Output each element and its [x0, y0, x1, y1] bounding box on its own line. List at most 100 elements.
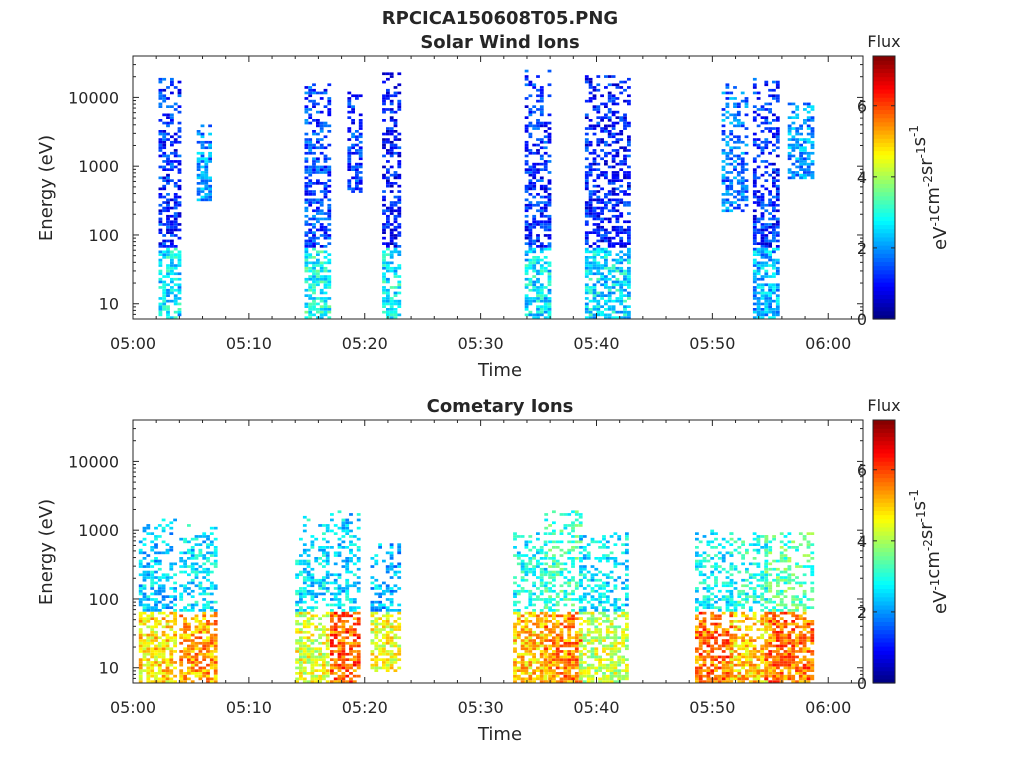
- colorbar-step: [873, 282, 895, 287]
- heatmap-cell: [574, 557, 579, 560]
- heatmap-cell: [302, 578, 307, 582]
- heatmap-cell: [142, 529, 147, 533]
- heatmap-cell: [310, 617, 315, 620]
- heatmap-cell: [341, 644, 346, 648]
- heatmap-cell: [166, 160, 170, 163]
- heatmap-cell: [548, 570, 552, 574]
- heatmap-cell: [304, 171, 309, 174]
- heatmap-cell: [316, 182, 320, 185]
- heatmap-cell: [547, 308, 552, 311]
- heatmap-cell: [187, 565, 191, 568]
- heatmap-cell: [532, 647, 536, 651]
- heatmap-cell: [316, 179, 320, 182]
- heatmap-cell: [190, 650, 195, 653]
- heatmap-cell: [378, 600, 382, 604]
- heatmap-cell: [323, 135, 328, 139]
- heatmap-cell: [539, 655, 544, 659]
- heatmap-cell: [590, 639, 595, 642]
- heatmap-cell: [183, 680, 187, 683]
- heatmap-cell: [548, 548, 552, 552]
- heatmap-cell: [775, 302, 780, 306]
- heatmap-cell: [810, 127, 815, 130]
- heatmap-cell: [806, 157, 811, 161]
- x-axis-label: Time: [477, 360, 522, 381]
- heatmap-cell: [173, 277, 178, 281]
- heatmap-cell: [548, 576, 552, 579]
- heatmap-cell: [312, 239, 316, 243]
- heatmap-cell: [196, 182, 201, 185]
- heatmap-cell: [552, 584, 556, 588]
- heatmap-cell: [146, 641, 151, 645]
- heatmap-cell: [772, 217, 776, 221]
- heatmap-cell: [386, 179, 390, 182]
- heatmap-cell: [791, 138, 796, 141]
- heatmap-cell: [319, 212, 324, 215]
- heatmap-cell: [316, 283, 320, 287]
- heatmap-cell: [194, 647, 199, 651]
- heatmap-cell: [582, 554, 587, 557]
- heatmap-cell: [520, 589, 525, 593]
- heatmap-cell: [202, 666, 207, 670]
- heatmap-cell: [333, 562, 338, 566]
- heatmap-cell: [623, 121, 627, 125]
- heatmap-cell: [162, 113, 167, 117]
- heatmap-cell: [552, 598, 556, 601]
- heatmap-cell: [752, 176, 757, 180]
- heatmap-cell: [378, 644, 382, 648]
- heatmap-cell: [760, 277, 765, 281]
- heatmap-cell: [397, 543, 402, 546]
- heatmap-cell: [768, 302, 772, 306]
- heatmap-cell: [374, 663, 379, 667]
- heatmap-cell: [571, 578, 575, 582]
- heatmap-cell: [386, 184, 390, 188]
- heatmap-cell: [312, 261, 316, 265]
- heatmap-cell: [327, 102, 332, 106]
- heatmap-cell: [200, 140, 205, 144]
- heatmap-cell: [547, 182, 552, 185]
- heatmap-cell: [318, 636, 322, 640]
- heatmap-cell: [161, 652, 166, 656]
- heatmap-cell: [623, 308, 627, 311]
- heatmap-cell: [590, 587, 595, 590]
- heatmap-cell: [602, 592, 606, 596]
- heatmap-cell: [385, 639, 390, 642]
- heatmap-cell: [165, 666, 170, 670]
- heatmap-cell: [397, 266, 402, 270]
- heatmap-cell: [590, 636, 595, 640]
- heatmap-cell: [341, 540, 346, 544]
- heatmap-cell: [596, 105, 601, 108]
- heatmap-cell: [173, 297, 178, 300]
- heatmap-cell: [604, 162, 608, 166]
- heatmap-cell: [382, 641, 386, 645]
- heatmap-cell: [327, 269, 332, 273]
- heatmap-cell: [382, 102, 386, 106]
- heatmap-cell: [611, 154, 616, 158]
- heatmap-cell: [358, 149, 363, 152]
- heatmap-cell: [198, 661, 203, 664]
- heatmap-cell: [187, 540, 191, 544]
- heatmap-cell: [744, 179, 749, 182]
- heatmap-cell: [752, 272, 757, 276]
- heatmap-cell: [611, 94, 616, 98]
- heatmap-cell: [524, 234, 529, 237]
- heatmap-cell: [312, 146, 316, 150]
- heatmap-cell: [322, 672, 326, 675]
- heatmap-cell: [524, 672, 529, 675]
- heatmap-cell: [806, 162, 811, 166]
- heatmap-cell: [213, 680, 218, 683]
- heatmap-cell: [382, 140, 386, 144]
- heatmap-cell: [600, 266, 604, 270]
- heatmap-cell: [602, 537, 606, 541]
- heatmap-cell: [330, 625, 334, 629]
- heatmap-cell: [341, 650, 346, 653]
- heatmap-cell: [627, 291, 631, 295]
- heatmap-cell: [312, 214, 316, 218]
- heatmap-cell: [304, 294, 309, 297]
- heatmap-cell: [382, 261, 386, 265]
- heatmap-cell: [563, 625, 568, 629]
- heatmap-cell: [764, 269, 769, 273]
- heatmap-cell: [393, 217, 398, 221]
- heatmap-cell: [355, 143, 359, 147]
- heatmap-cell: [744, 102, 749, 106]
- heatmap-cell: [806, 116, 811, 119]
